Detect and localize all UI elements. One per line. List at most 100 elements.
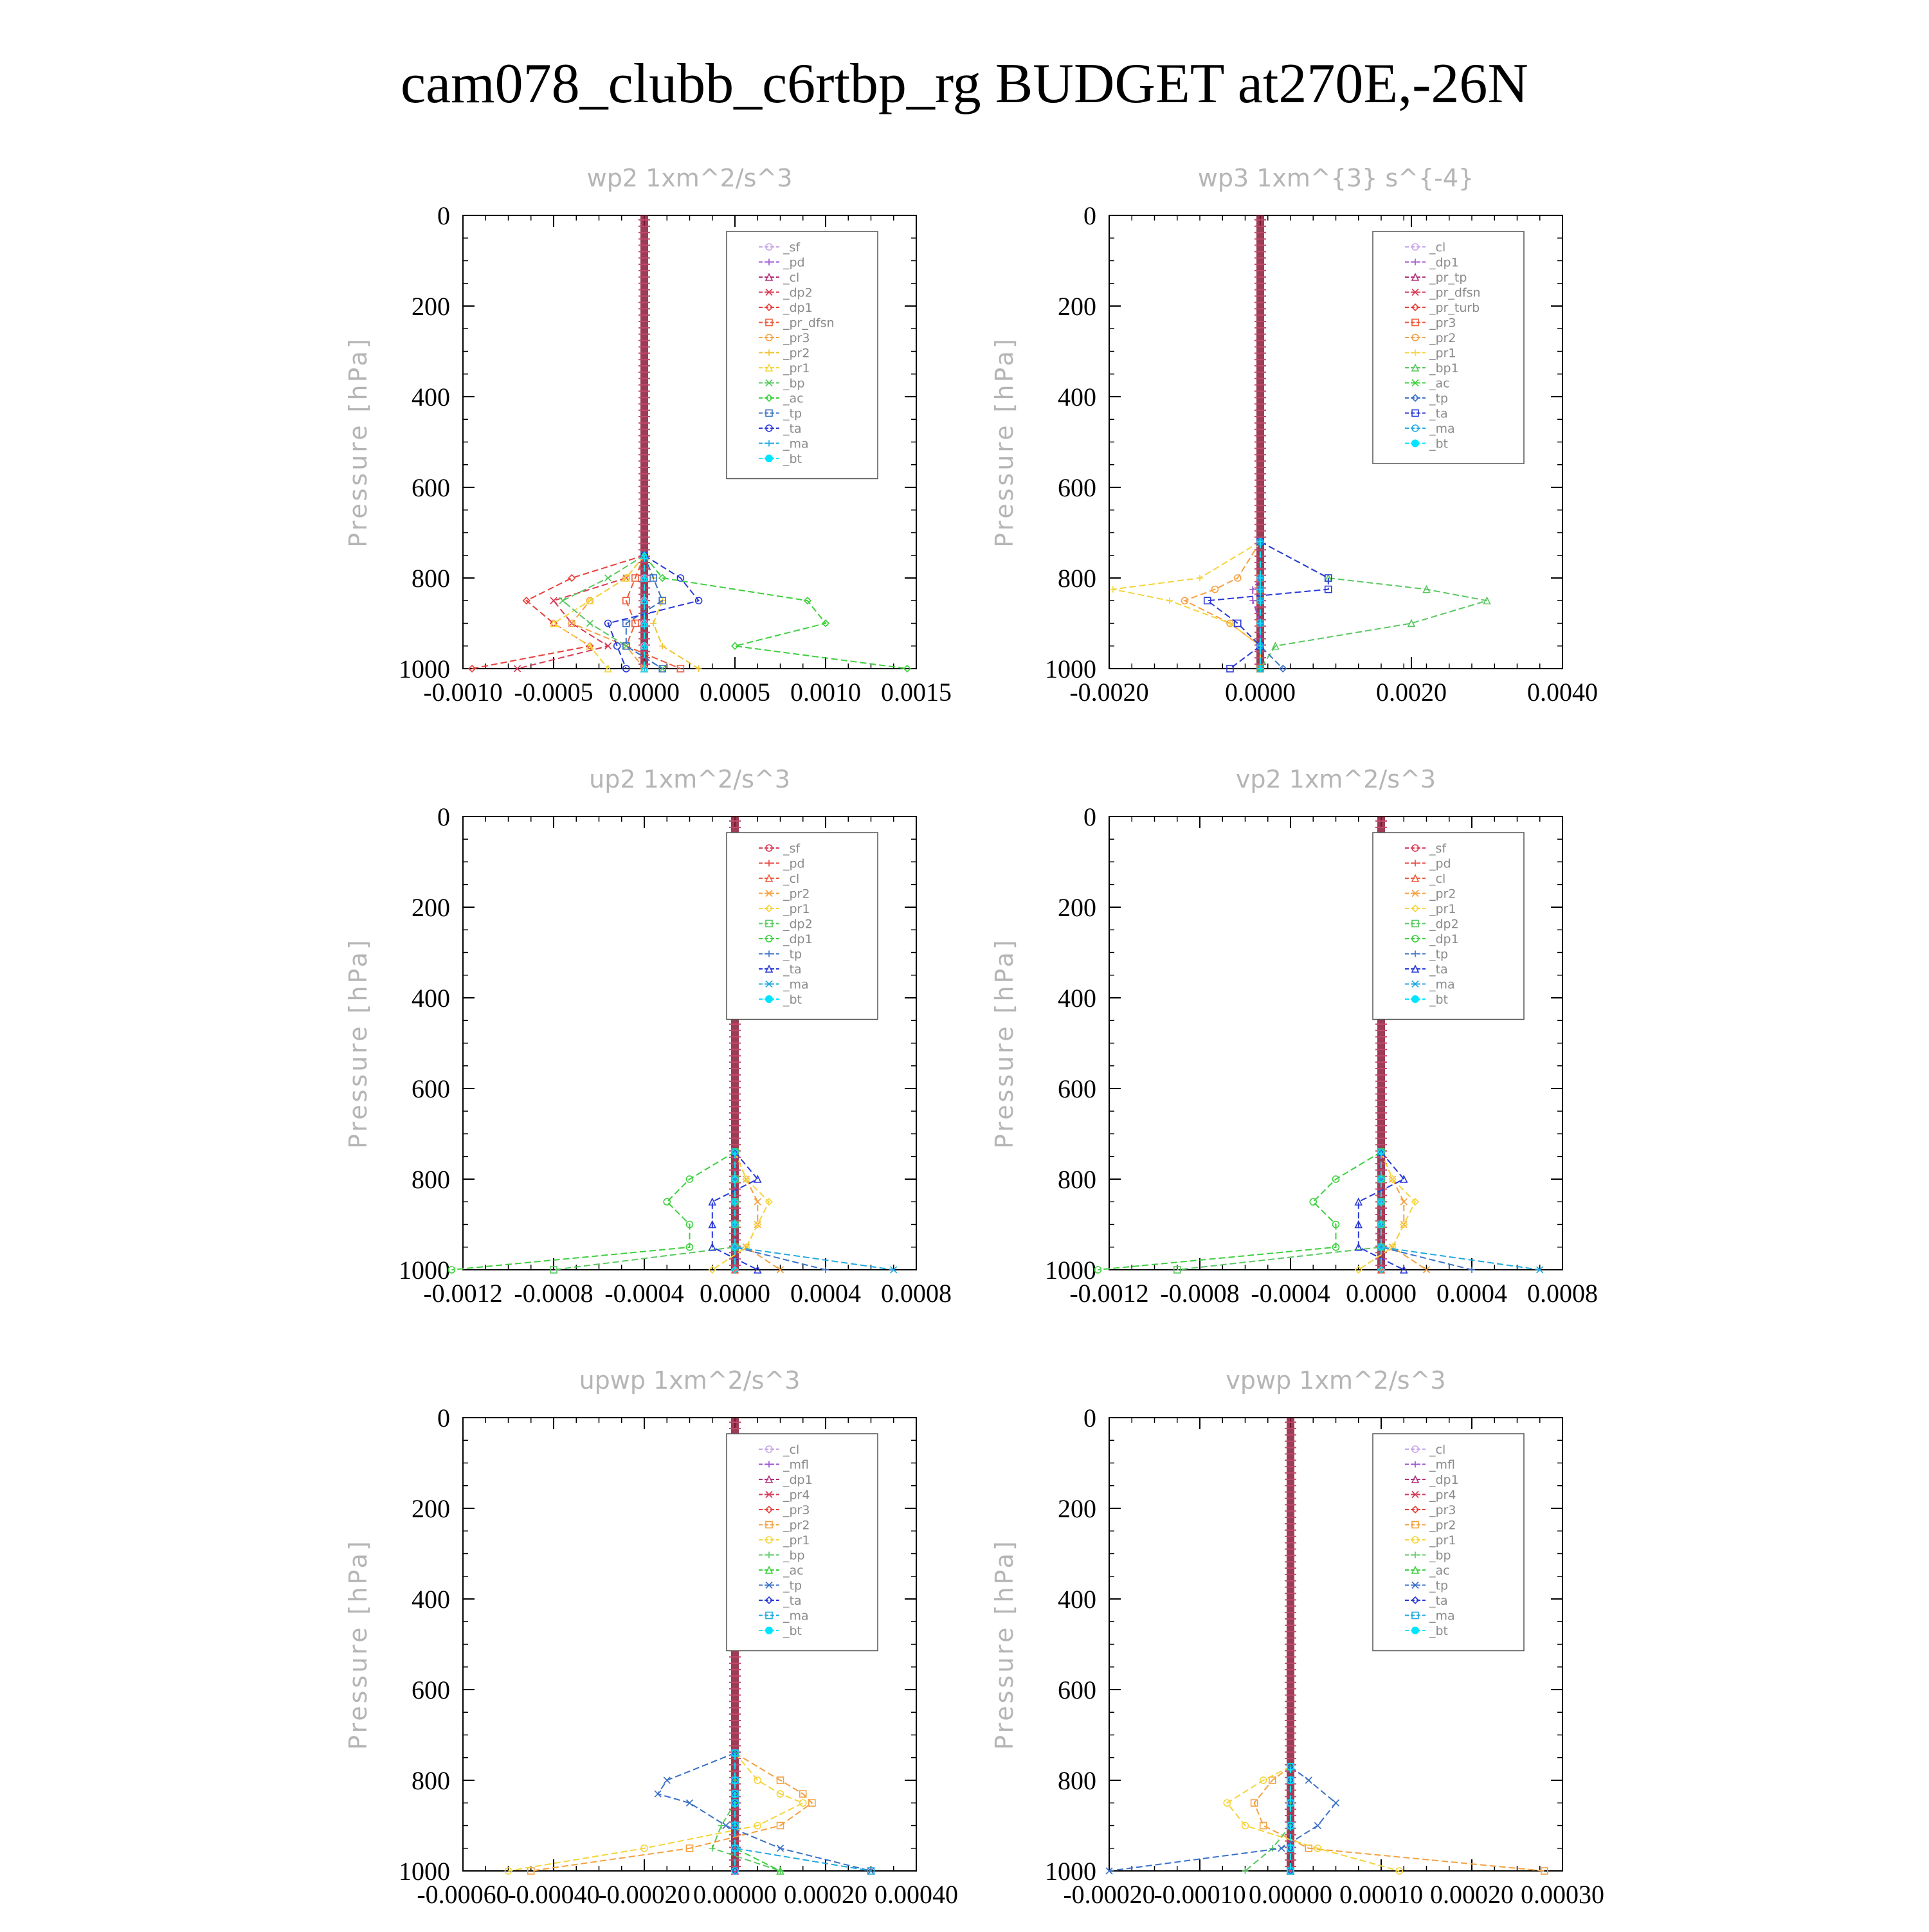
x-tick-label: 0.00020	[1430, 1880, 1514, 1909]
x-tick-label: 0.0020	[1376, 678, 1447, 707]
y-tick-label: 200	[1058, 1494, 1096, 1523]
data-point	[1227, 620, 1233, 627]
x-tick-label: 0.0010	[790, 678, 861, 707]
legend-marker	[765, 844, 773, 852]
data-point	[1377, 1175, 1386, 1184]
y-tick-label: 400	[1058, 383, 1096, 411]
x-tick-label: 0.0004	[1436, 1279, 1507, 1308]
legend-label: _dp1	[1429, 932, 1459, 946]
series-line-tp	[1381, 1151, 1472, 1270]
data-point	[1332, 1175, 1340, 1183]
data-point	[708, 1242, 717, 1251]
legend-label: _ta	[783, 962, 802, 977]
x-tick-label: 0.0008	[881, 1279, 952, 1308]
data-point	[776, 1821, 784, 1830]
x-tick-label: 0.00010	[1339, 1880, 1423, 1909]
data-point	[776, 1790, 784, 1798]
data-point	[730, 1243, 739, 1251]
x-tick-label: -0.0004	[604, 1279, 684, 1308]
data-point	[1287, 1776, 1294, 1784]
legend-marker	[765, 363, 774, 372]
legend-marker	[1411, 844, 1419, 852]
legend-marker	[765, 919, 773, 928]
legend-label: _pr1	[1429, 902, 1456, 916]
data-point	[754, 1220, 762, 1229]
legend-marker	[765, 1475, 774, 1483]
data-point	[1287, 1763, 1294, 1771]
y-tick-label: 600	[1058, 473, 1096, 502]
series-line-dp1	[451, 1151, 736, 1270]
data-point	[753, 1265, 762, 1274]
data-point	[1395, 1867, 1403, 1875]
panel-title: vp2 1xm^2/s^3	[1236, 765, 1436, 793]
legend-marker	[765, 303, 774, 312]
legend-label: _ta	[783, 422, 802, 436]
x-tick-label: -0.00040	[507, 1880, 599, 1909]
legend-label: _bt	[1429, 437, 1448, 451]
legend-label: _tp	[1429, 1579, 1448, 1593]
data-point	[730, 1198, 739, 1206]
legend-marker	[1411, 1581, 1419, 1589]
y-tick-label: 200	[1058, 292, 1096, 321]
data-point	[776, 1266, 784, 1274]
legend-label: _pr1	[1429, 347, 1456, 361]
data-point	[685, 1220, 694, 1229]
legend-marker	[765, 273, 774, 281]
legend-label: _pr1	[1429, 1533, 1456, 1548]
y-axis-label: Pressure [hPa]	[344, 336, 372, 548]
data-point	[1197, 575, 1203, 581]
data-point	[1257, 597, 1263, 604]
legend-label: _ta	[1429, 407, 1448, 421]
data-point	[1269, 1776, 1276, 1784]
data-point	[622, 665, 630, 673]
legend-label: _pd	[783, 857, 805, 871]
data-point	[640, 596, 649, 605]
data-point	[731, 1867, 739, 1875]
data-point	[1287, 1867, 1294, 1875]
legend: _cl_mfl_dp1_pr4_pr3_pr2_pr1_bp_ac_tp_ta_…	[1372, 1433, 1525, 1652]
panel-title: wp3 1xm^{3} s^{-4}	[1198, 164, 1474, 192]
y-tick-label: 600	[412, 1074, 450, 1103]
data-point	[1250, 1799, 1258, 1807]
series-line-ma	[734, 1151, 894, 1270]
data-point	[685, 1844, 694, 1852]
data-point	[522, 597, 530, 605]
data-point	[731, 1776, 739, 1784]
legend-label: _cl	[1429, 240, 1445, 255]
data-point	[1203, 597, 1211, 605]
legend-marker	[1411, 935, 1419, 943]
data-point	[1105, 1867, 1113, 1875]
series-line-pr2	[1183, 541, 1261, 669]
data-point	[1354, 1265, 1363, 1274]
data-point	[559, 597, 566, 604]
y-tick-label: 400	[412, 1585, 450, 1614]
legend-marker	[766, 1551, 772, 1558]
data-point	[663, 1776, 671, 1784]
legend-marker	[765, 1581, 773, 1589]
y-tick-label: 800	[1058, 564, 1096, 593]
figure-title: cam078_clubb_c6rtbp_rg BUDGET at270E,-26…	[401, 53, 1528, 115]
y-tick-label: 0	[437, 802, 450, 831]
legend-marker	[765, 318, 773, 327]
legend-label: _pr2	[1429, 887, 1456, 901]
data-point	[640, 573, 649, 582]
data-point	[1422, 1266, 1431, 1274]
legend-marker	[1411, 1596, 1420, 1605]
data-point	[685, 1175, 694, 1183]
y-tick-label: 1000	[1045, 1256, 1096, 1285]
legend-marker	[1411, 439, 1419, 447]
data-point	[1314, 1821, 1321, 1830]
legend-marker	[1411, 288, 1419, 296]
legend-marker	[765, 424, 773, 432]
data-point	[1399, 1265, 1408, 1274]
legend-label: _ma	[1429, 422, 1455, 436]
series-line-pr1	[508, 1753, 805, 1872]
legend-marker	[1411, 1521, 1419, 1529]
data-point	[1166, 597, 1173, 604]
data-point	[1354, 1242, 1363, 1251]
data-point	[742, 1175, 750, 1184]
x-tick-label: 0.0040	[1527, 678, 1598, 707]
panel-6: vpwp 1xm^2/s^3 Pressure [hPa] -0.00020-0.0…	[990, 1366, 1604, 1909]
data-point	[1324, 585, 1332, 593]
